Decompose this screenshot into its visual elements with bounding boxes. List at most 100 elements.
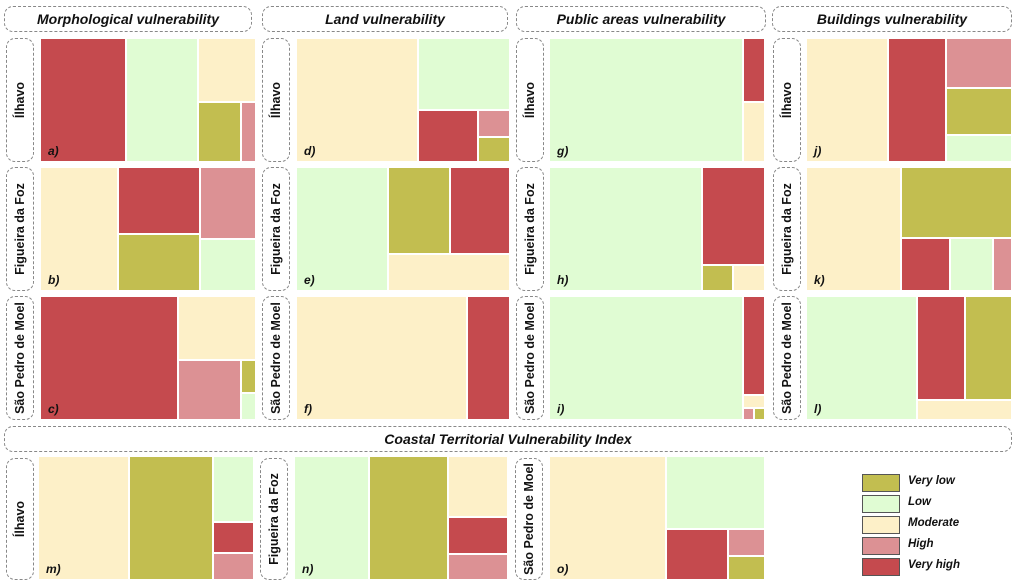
treemap-tile-low xyxy=(806,296,918,420)
side-label-saopedro-3: São Pedro de Moel xyxy=(516,296,544,420)
legend-label: Very high xyxy=(908,559,960,571)
legend-item-high: High xyxy=(862,537,1002,555)
treemap-tile-high xyxy=(448,553,508,580)
treemap-tile-high xyxy=(743,407,755,420)
treemap-tile-moderate xyxy=(296,296,468,420)
side-label-text: São Pedro de Moel xyxy=(13,302,27,414)
treemap-tile-very-high xyxy=(702,167,765,265)
treemap-tile-moderate xyxy=(743,395,765,408)
panel-label: c) xyxy=(48,402,59,416)
treemap-tile-very-high xyxy=(917,296,965,401)
side-label-figueira-1: Figueira da Foz xyxy=(6,167,34,291)
treemap-tile-very-high xyxy=(467,296,510,420)
treemap-tile-moderate xyxy=(806,38,889,162)
side-label-figueira-3: Figueira da Foz xyxy=(516,167,544,291)
treemap-tile-very-low xyxy=(964,296,1012,401)
treemap-tile-moderate xyxy=(40,167,118,291)
treemap-tile-very-low xyxy=(117,233,200,291)
side-label-text: Figueira da Foz xyxy=(13,183,27,275)
side-label-text: Figueira da Foz xyxy=(269,183,283,275)
treemap-tile-low xyxy=(126,38,198,162)
panel-label: l) xyxy=(814,402,822,416)
panel-label: e) xyxy=(304,273,315,287)
treemap-tile-moderate xyxy=(806,167,901,291)
treemap-tile-very-high xyxy=(212,521,254,553)
treemap-tile-very-low xyxy=(702,264,733,291)
treemap-tile-moderate xyxy=(917,400,1012,420)
treemap-tile-very-low xyxy=(368,456,449,580)
treemap-panel-g: g) xyxy=(549,38,765,162)
treemap-tile-high xyxy=(240,102,256,162)
treemap-panel-j: j) xyxy=(806,38,1012,162)
side-label-ilhavo-4: Ílhavo xyxy=(773,38,801,162)
treemap-tile-very-low xyxy=(197,102,241,162)
treemap-tile-low xyxy=(665,456,765,530)
legend-swatch xyxy=(862,495,900,513)
side-label-saopedro-1: São Pedro de Moel xyxy=(6,296,34,420)
treemap-tile-very-low xyxy=(728,556,765,580)
treemap-tile-very-low xyxy=(128,456,213,580)
treemap-tile-moderate xyxy=(38,456,129,580)
side-label-text: Figueira da Foz xyxy=(523,183,537,275)
side-label-text: São Pedro de Moel xyxy=(523,302,537,414)
treemap-tile-very-high xyxy=(900,237,951,291)
treemap-tile-very-low xyxy=(388,167,451,254)
legend-label: High xyxy=(908,538,934,550)
treemap-panel-f: f) xyxy=(296,296,510,420)
panel-label: b) xyxy=(48,273,60,287)
treemap-tile-very-high xyxy=(743,38,765,103)
legend-label: Moderate xyxy=(908,517,960,529)
treemap-tile-very-high xyxy=(117,167,200,234)
treemap-tile-high xyxy=(728,529,765,557)
panel-label: f) xyxy=(304,402,312,416)
treemap-tile-moderate xyxy=(448,456,508,517)
panel-label: h) xyxy=(557,273,569,287)
panel-label: j) xyxy=(814,144,822,158)
treemap-tile-low xyxy=(549,296,744,420)
treemap-panel-m: m) xyxy=(38,456,254,580)
side-label-text: Ílhavo xyxy=(13,81,27,119)
treemap-tile-low xyxy=(549,167,703,291)
legend-swatch xyxy=(862,474,900,492)
treemap-tile-high xyxy=(212,552,254,580)
legend-label: Very low xyxy=(908,475,955,487)
treemap-panel-k: k) xyxy=(806,167,1012,291)
side-label-text: Ílhavo xyxy=(13,500,27,538)
treemap-tile-very-low xyxy=(946,87,1012,135)
side-label-text: São Pedro de Moel xyxy=(269,302,283,414)
side-label-text: Ílhavo xyxy=(780,81,794,119)
header-morphological: Morphological vulnerability xyxy=(4,6,252,32)
side-label-text: São Pedro de Moel xyxy=(522,463,536,575)
side-label-figueira-4: Figueira da Foz xyxy=(773,167,801,291)
treemap-panel-n: n) xyxy=(294,456,508,580)
treemap-panel-d: d) xyxy=(296,38,510,162)
treemap-panel-h: h) xyxy=(549,167,765,291)
legend-item-low: Low xyxy=(862,495,1002,513)
treemap-tile-low xyxy=(950,237,994,291)
legend-item-moderate: Moderate xyxy=(862,516,1002,534)
side-label-saopedro-ctvi: São Pedro de Moel xyxy=(515,458,543,580)
treemap-tile-very-low xyxy=(477,137,510,162)
treemap-tile-very-low xyxy=(900,167,1012,238)
side-label-saopedro-2: São Pedro de Moel xyxy=(262,296,290,420)
treemap-tile-high xyxy=(199,167,256,239)
treemap-tile-very-high xyxy=(417,109,478,162)
legend-label: Low xyxy=(908,496,931,508)
treemap-tile-high xyxy=(477,109,510,138)
treemap-tile-very-high xyxy=(40,296,179,420)
treemap-tile-low xyxy=(294,456,369,580)
treemap-tile-low xyxy=(240,392,256,420)
treemap-tile-very-high xyxy=(665,529,729,580)
treemap-tile-very-high xyxy=(743,296,765,396)
legend-swatch xyxy=(862,558,900,576)
treemap-panel-l: l) xyxy=(806,296,1012,420)
treemap-tile-moderate xyxy=(743,102,765,162)
side-label-ilhavo-2: Ílhavo xyxy=(262,38,290,162)
treemap-tile-high xyxy=(993,237,1012,291)
side-label-ilhavo-1: Ílhavo xyxy=(6,38,34,162)
treemap-tile-high xyxy=(946,38,1012,88)
treemap-tile-very-high xyxy=(450,167,510,254)
side-label-text: São Pedro de Moel xyxy=(780,302,794,414)
treemap-panel-a: a) xyxy=(40,38,256,162)
panel-label: o) xyxy=(557,562,569,576)
